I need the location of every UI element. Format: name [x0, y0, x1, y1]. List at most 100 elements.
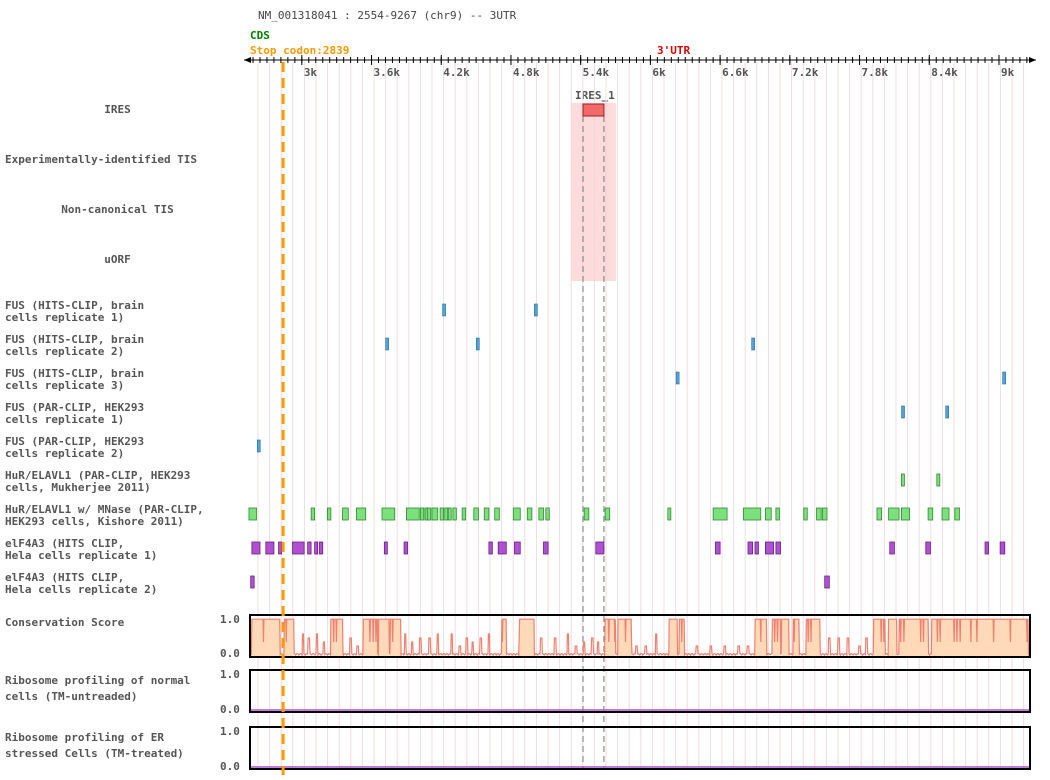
elf4a3-binding-site: [403, 541, 408, 555]
axis-tick-label: 7.8k: [862, 66, 889, 79]
hur-binding-site: [742, 507, 762, 521]
elf4a3-binding-site: [292, 541, 305, 555]
track-label-noncanonical-tis: Non-canonical TIS: [61, 203, 174, 216]
elf4a3-binding-site: [999, 541, 1006, 555]
track-label-fus-hits-2: FUS (HITS-CLIP, brain cells replicate 2): [5, 333, 145, 358]
elf4a3-binding-site: [765, 541, 774, 555]
track-label-ribo-normal: Ribosome profiling of normal cells (TM-un…: [5, 674, 191, 703]
hur-binding-site: [381, 507, 396, 521]
track-label-fus-par-2: FUS (PAR-CLIP, HEK293 cells replicate 2): [5, 435, 145, 460]
elf4a3-binding-site: [318, 541, 324, 555]
hur-binding-site: [667, 507, 672, 521]
conservation-fill: [519, 619, 535, 656]
hur-binding-site: [941, 507, 950, 521]
ribo-er-ymin: 0.0: [220, 760, 240, 773]
elf4a3-binding-site: [824, 575, 830, 589]
fus-binding-site: [675, 371, 680, 385]
hur-binding-site: [494, 507, 500, 521]
hur-binding-site: [954, 507, 960, 521]
elf4a3-binding-site: [889, 541, 895, 555]
track-label-fus-par-1: FUS (PAR-CLIP, HEK293 cells replicate 1): [5, 401, 145, 426]
elf4a3-binding-site: [543, 541, 549, 555]
hur-binding-site: [512, 507, 521, 521]
elf4a3-binding-site: [383, 541, 388, 555]
conservation-fill: [251, 619, 280, 656]
fus-binding-site: [385, 337, 389, 351]
elf4a3-binding-site: [747, 541, 754, 555]
hur-binding-site: [900, 473, 905, 487]
conservation-fill: [605, 619, 616, 656]
transcript-title: NM_001318041 : 2554-9267 (chr9) -- 3UTR: [258, 9, 517, 22]
hur-binding-site: [545, 507, 550, 521]
conservation-frame: [249, 614, 1031, 658]
hur-binding-site: [356, 507, 367, 521]
elf4a3-binding-site: [775, 541, 781, 555]
hur-binding-site: [775, 507, 780, 521]
hur-binding-site: [888, 507, 900, 521]
conservation-fill: [793, 619, 800, 656]
hur-binding-site: [936, 473, 941, 487]
hur-binding-site: [483, 507, 490, 521]
axis-tick-label: 5.4k: [583, 66, 610, 79]
hur-binding-site: [419, 507, 425, 521]
track-label-ribo-er: Ribosome profiling of ER stressed Cells (…: [5, 731, 184, 760]
conservation-fill: [873, 619, 886, 656]
elf4a3-binding-site: [314, 541, 319, 555]
fus-binding-site: [1002, 371, 1006, 385]
axis-arrow-right: [1029, 57, 1036, 63]
hur-binding-site: [431, 507, 439, 521]
hur-binding-site: [444, 507, 449, 521]
track-label-uorf: uORF: [104, 253, 131, 266]
hur-binding-site: [452, 507, 457, 521]
hur-binding-site: [426, 507, 432, 521]
elf4a3-binding-site: [754, 541, 759, 555]
fus-binding-site: [442, 303, 446, 317]
hur-binding-site: [248, 507, 257, 521]
hur-binding-site: [326, 507, 332, 521]
conservation-fill: [931, 619, 1029, 656]
axis-arrow-left: [244, 57, 251, 63]
hur-binding-site: [447, 507, 452, 521]
hur-binding-site: [876, 507, 883, 521]
track-label-exp-tis: Experimentally-identified TIS: [5, 153, 198, 166]
elf4a3-binding-site: [265, 541, 275, 555]
axis-tick-label: 6k: [652, 66, 666, 79]
hur-binding-site: [405, 507, 420, 521]
hur-binding-site: [803, 507, 808, 521]
elf4a3-binding-site: [514, 541, 521, 555]
axis-tick-label: 3.6k: [374, 66, 401, 79]
ribo-normal-frame: [249, 669, 1031, 713]
track-label-fus-hits-1: FUS (HITS-CLIP, brain cells replicate 1): [5, 299, 145, 324]
elf4a3-binding-site: [251, 541, 261, 555]
axis-tick-label: 7.2k: [792, 66, 819, 79]
hur-binding-site: [310, 507, 316, 521]
ribo-normal-ymax: 1.0: [220, 668, 240, 681]
hur-binding-site: [342, 507, 349, 521]
ribo-er-frame: [249, 726, 1031, 770]
elf4a3-binding-site: [925, 541, 931, 555]
conservation-fill: [806, 619, 821, 656]
conservation-ymax: 1.0: [220, 613, 240, 626]
elf4a3-binding-site: [307, 541, 312, 555]
elf4a3-binding-site: [250, 575, 255, 589]
elf4a3-binding-site: [984, 541, 989, 555]
track-label-conservation: Conservation Score: [5, 616, 125, 629]
hur-binding-site: [473, 507, 479, 521]
ires-highlight-region: [571, 103, 616, 281]
hur-binding-site: [927, 507, 934, 521]
conservation-fill: [668, 619, 678, 656]
axis-tick-label: 4.8k: [513, 66, 540, 79]
hur-binding-site: [526, 507, 533, 521]
elf4a3-binding-site: [488, 541, 493, 555]
track-label-hur-mukherjee: HuR/ELAVL1 (PAR-CLIP, HEK293 cells, Mukhe…: [5, 469, 191, 494]
axis-tick-label: 8.4k: [931, 66, 958, 79]
conservation-fill: [378, 619, 389, 656]
axis-tick-label: 3k: [304, 66, 318, 79]
fus-binding-site: [475, 337, 480, 351]
conservation-line: [249, 618, 1031, 658]
elf4a3-binding-site: [715, 541, 721, 555]
track-label-fus-hits-3: FUS (HITS-CLIP, brain cells replicate 3): [5, 367, 145, 392]
axis-tick-label: 6.6k: [722, 66, 749, 79]
conservation-fill: [501, 619, 507, 656]
